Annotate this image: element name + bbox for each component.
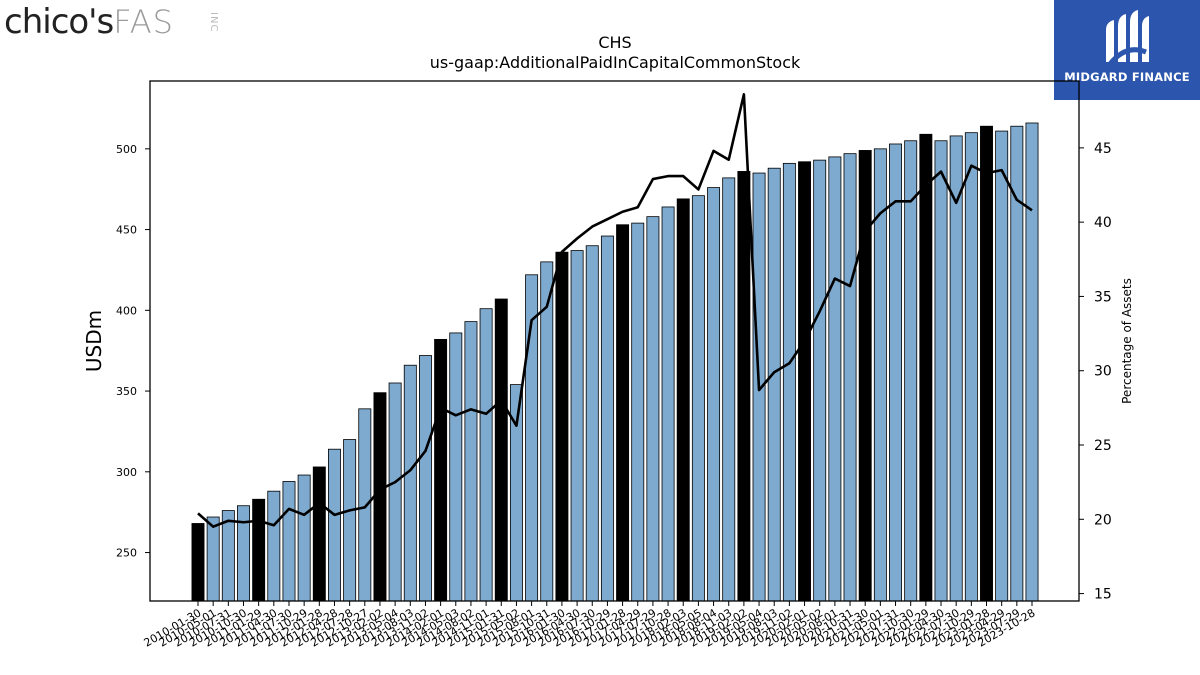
line-layer bbox=[197, 93, 1033, 529]
bar-2023-10-28 bbox=[1025, 122, 1039, 602]
series-line-0 bbox=[197, 93, 1033, 529]
bar-2010-05-01 bbox=[206, 516, 220, 602]
bar-2010-07-31 bbox=[221, 510, 235, 602]
bar-2015-10-31 bbox=[540, 261, 554, 602]
bar-2022-10-29 bbox=[964, 132, 978, 602]
chart-subtitle: us-gaap:AdditionalPaidInCapitalCommonSto… bbox=[430, 53, 801, 72]
y-axis-label: USDm bbox=[82, 310, 106, 372]
bar-2023-04-29 bbox=[995, 130, 1009, 602]
bar-2012-04-28 bbox=[328, 448, 341, 602]
bar-2017-04-29 bbox=[631, 222, 645, 602]
y2-tick-label-25: 25 bbox=[1094, 438, 1112, 454]
bar-2020-08-01 bbox=[828, 156, 842, 602]
bar-2012-01-28 bbox=[312, 466, 326, 602]
y-tick-label-450: 450 bbox=[116, 224, 137, 237]
x-axis: 2010-01-302010-05-012010-07-312010-10-30… bbox=[142, 601, 1038, 650]
bar-2020-02-01 bbox=[798, 161, 812, 602]
logo-word-inc: INC bbox=[208, 12, 219, 33]
bar-2021-10-30 bbox=[904, 140, 918, 602]
y2-tick-label-40: 40 bbox=[1094, 215, 1112, 231]
midgard-finance-wordmark: MIDGARD FINANCE bbox=[1064, 70, 1190, 84]
bar-2020-05-02 bbox=[813, 159, 827, 602]
plot-frame bbox=[149, 80, 1080, 602]
bar-2011-04-30 bbox=[267, 490, 281, 602]
bar-2022-04-30 bbox=[934, 140, 948, 602]
y-tick-label-500: 500 bbox=[116, 143, 137, 156]
bar-2020-10-31 bbox=[843, 153, 857, 602]
bar-2011-10-29 bbox=[297, 474, 311, 602]
bar-2022-07-30 bbox=[949, 135, 963, 602]
midgard-finance-logo: MIDGARD FINANCE bbox=[1054, 0, 1200, 100]
bar-2010-01-30 bbox=[191, 523, 205, 602]
y2-tick-label-15: 15 bbox=[1094, 587, 1112, 603]
y2-tick-label-20: 20 bbox=[1094, 512, 1112, 528]
bar-2018-05-05 bbox=[691, 195, 705, 602]
bar-2012-07-28 bbox=[343, 439, 357, 602]
bar-2018-02-03 bbox=[676, 198, 690, 602]
bar-2010-10-30 bbox=[237, 505, 250, 602]
y2-tick-label-30: 30 bbox=[1094, 364, 1112, 380]
bar-2017-10-28 bbox=[661, 206, 675, 602]
bar-2023-01-28 bbox=[980, 125, 993, 602]
y-tick-label-400: 400 bbox=[116, 304, 137, 317]
y2-tick-label-35: 35 bbox=[1094, 289, 1112, 305]
bar-2011-01-29 bbox=[252, 498, 266, 602]
bar-2021-01-30 bbox=[858, 150, 872, 602]
midgard-emblem-icon bbox=[1106, 10, 1149, 66]
bar-2018-08-04 bbox=[707, 187, 721, 602]
bar-2013-11-02 bbox=[418, 355, 432, 602]
y-axis-left: 250 300 350 400 450 500 bbox=[116, 143, 150, 560]
bar-2016-04-30 bbox=[570, 250, 584, 602]
bar-2013-02-02 bbox=[373, 392, 387, 602]
bar-2014-11-01 bbox=[479, 308, 493, 602]
bar-2019-02-02 bbox=[737, 171, 751, 602]
bar-2014-02-01 bbox=[434, 338, 448, 602]
bar-2017-07-29 bbox=[646, 216, 660, 602]
bar-2014-08-02 bbox=[464, 321, 478, 602]
bar-2019-11-02 bbox=[782, 162, 796, 602]
bar-2016-07-30 bbox=[585, 245, 599, 602]
bar-2012-10-27 bbox=[358, 408, 372, 602]
bar-2019-08-03 bbox=[767, 167, 781, 602]
bar-2022-01-29 bbox=[919, 133, 933, 602]
bar-2016-01-30 bbox=[555, 251, 569, 602]
bar-2015-01-31 bbox=[494, 298, 508, 602]
logo-word-fas: FAS bbox=[113, 3, 174, 41]
y2-axis-label: Percentage of Assets bbox=[1120, 278, 1134, 404]
bar-2014-05-03 bbox=[449, 332, 463, 602]
y-axis-right: 15 20 25 30 35 40 45 bbox=[1079, 141, 1112, 603]
bar-2013-08-03 bbox=[403, 364, 417, 602]
chicos-fas-logo: chico'sFAS INC bbox=[4, 2, 219, 42]
bar-2016-10-29 bbox=[600, 235, 614, 602]
y-tick-label-250: 250 bbox=[116, 547, 137, 560]
bar-2011-07-30 bbox=[282, 481, 296, 602]
y-tick-label-300: 300 bbox=[116, 466, 137, 479]
y2-tick-label-45: 45 bbox=[1094, 141, 1112, 157]
bar-2013-05-04 bbox=[388, 382, 402, 602]
y-tick-label-350: 350 bbox=[116, 385, 137, 398]
logo-word-chicos: chico's bbox=[4, 2, 114, 42]
bars-group bbox=[191, 122, 1039, 602]
bar-2018-11-03 bbox=[722, 177, 736, 602]
bar-2017-01-28 bbox=[616, 224, 630, 602]
bar-2021-07-31 bbox=[889, 143, 902, 602]
chart-title: CHS bbox=[598, 33, 631, 52]
